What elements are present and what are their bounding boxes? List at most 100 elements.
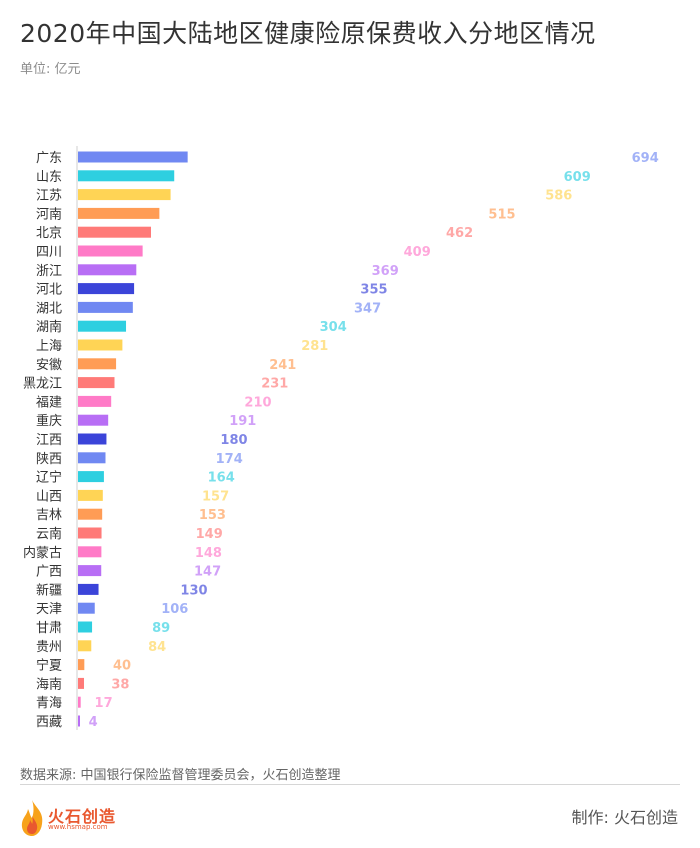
bar: [78, 565, 102, 577]
unit-label: 单位: 亿元: [20, 62, 81, 77]
category-label: 广西: [36, 565, 62, 580]
value-label: 180: [220, 433, 247, 448]
category-label: 内蒙古: [23, 545, 62, 561]
bar: [78, 245, 143, 257]
bar: [78, 301, 133, 313]
bar: [78, 677, 85, 689]
value-label: 89: [152, 621, 170, 636]
category-label: 上海: [36, 339, 62, 354]
category-label: 贵州: [36, 640, 62, 655]
category-label: 重庆: [36, 413, 62, 429]
value-label: 147: [194, 565, 221, 580]
bar: [78, 527, 102, 539]
value-label: 174: [216, 452, 243, 467]
bar: [78, 170, 175, 182]
bar: [78, 358, 117, 370]
page-title: 2020年中国大陆地区健康险原保费收入分地区情况: [20, 19, 596, 48]
value-label: 38: [111, 677, 129, 692]
value-label: 191: [229, 414, 256, 429]
bar: [78, 489, 103, 501]
category-label: 安徽: [36, 358, 62, 373]
value-label: 17: [95, 696, 113, 711]
value-label: 84: [148, 640, 166, 655]
bar: [78, 640, 92, 652]
category-label: 河南: [36, 206, 62, 222]
bar: [78, 207, 160, 219]
bar: [78, 659, 85, 671]
value-label: 586: [545, 189, 572, 204]
category-label: 四川: [36, 245, 62, 260]
category-label: 辽宁: [36, 470, 62, 486]
category-label: 吉林: [36, 508, 62, 523]
category-label: 海南: [36, 676, 62, 692]
category-label: 陕西: [36, 452, 62, 467]
logo-text: 火石创造: [48, 807, 117, 826]
value-label: 157: [202, 489, 229, 504]
bar: [78, 452, 106, 464]
bar: [78, 377, 115, 389]
value-label: 304: [320, 320, 347, 335]
maker-credit: 制作: 火石创造: [571, 808, 678, 827]
bar: [78, 320, 127, 332]
category-label: 湖北: [36, 301, 62, 316]
value-label: 515: [488, 207, 515, 222]
category-label: 黑龙江: [23, 377, 62, 392]
bar: [78, 583, 99, 595]
category-label: 江苏: [36, 188, 62, 204]
value-label: 241: [269, 358, 296, 373]
data-source: 数据来源: 中国银行保险监督管理委员会，火石创造整理: [20, 768, 341, 783]
category-label: 福建: [36, 395, 62, 410]
category-label: 新疆: [36, 582, 62, 598]
bar: [78, 283, 135, 295]
bar: [78, 414, 109, 426]
value-label: 369: [372, 264, 399, 279]
bar: [78, 151, 188, 163]
value-label: 694: [632, 151, 659, 166]
value-label: 231: [261, 377, 288, 392]
value-label: 148: [195, 546, 222, 561]
category-label: 西藏: [36, 715, 62, 730]
value-label: 153: [199, 508, 226, 523]
value-label: 40: [113, 659, 131, 674]
value-label: 347: [354, 301, 381, 316]
category-label: 湖南: [36, 319, 62, 335]
bar-chart: 广东 694 山东 609 江苏 586 河南 515 北京 462 四川 409 浙江 369 河北 355…: [23, 146, 659, 730]
category-label: 河北: [36, 283, 62, 298]
value-label: 609: [564, 170, 591, 185]
category-label: 山西: [36, 489, 62, 504]
bar: [78, 339, 123, 351]
category-label: 北京: [36, 226, 62, 241]
bar: [78, 226, 151, 238]
value-label: 210: [244, 395, 271, 410]
value-label: 164: [208, 471, 235, 486]
divider: [20, 784, 680, 785]
category-label: 云南: [36, 526, 62, 542]
logo-url: www.hsmap.com: [48, 823, 108, 831]
value-label: 106: [161, 602, 188, 617]
category-label: 青海: [36, 696, 62, 711]
logo: 火石创造 www.hsmap.com: [18, 798, 128, 838]
bar: [78, 546, 102, 558]
value-label: 355: [360, 283, 387, 298]
bar: [78, 471, 104, 483]
bar: [78, 189, 171, 201]
value-label: 409: [404, 245, 431, 260]
value-label: 281: [301, 339, 328, 354]
bar: [78, 433, 107, 445]
category-label: 广东: [36, 151, 62, 166]
flame-icon: [21, 800, 43, 836]
category-label: 宁夏: [36, 658, 62, 674]
bar: [78, 508, 103, 520]
category-label: 山东: [36, 170, 62, 185]
bar: [78, 602, 95, 614]
bar: [78, 395, 112, 407]
bar: [78, 696, 81, 708]
bar: [78, 715, 80, 727]
category-label: 甘肃: [36, 621, 62, 636]
bar: [78, 621, 93, 633]
category-label: 天津: [36, 602, 62, 617]
bar: [78, 264, 137, 276]
value-label: 462: [446, 226, 473, 241]
value-label: 4: [89, 715, 98, 730]
category-label: 江西: [36, 433, 62, 448]
